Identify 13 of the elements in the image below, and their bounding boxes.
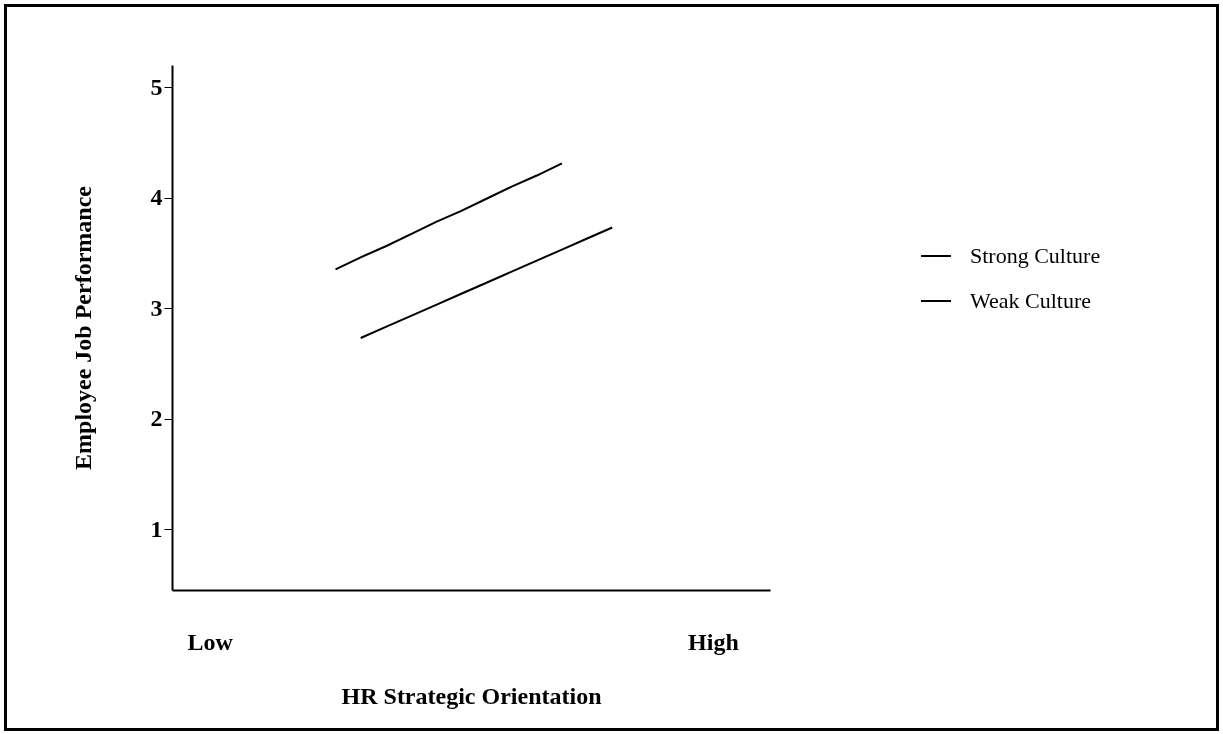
line-series	[359, 226, 614, 339]
x-tick-label: High	[688, 628, 739, 655]
x-tick-label: Low	[187, 628, 234, 655]
y-tick-label: 1	[150, 515, 163, 542]
x-axis-title: HR Strategic Orientation	[341, 682, 602, 709]
line-series	[334, 162, 563, 271]
y-tick-label: 3	[150, 294, 163, 321]
y-axis-title: Employee Job Performance	[69, 185, 96, 470]
legend-label: Strong Culture	[970, 243, 1101, 268]
y-tick-label: 4	[150, 184, 163, 211]
legend-label: Weak Culture	[970, 288, 1092, 313]
y-tick-label: 5	[150, 73, 163, 100]
y-tick-label: 2	[150, 405, 163, 432]
